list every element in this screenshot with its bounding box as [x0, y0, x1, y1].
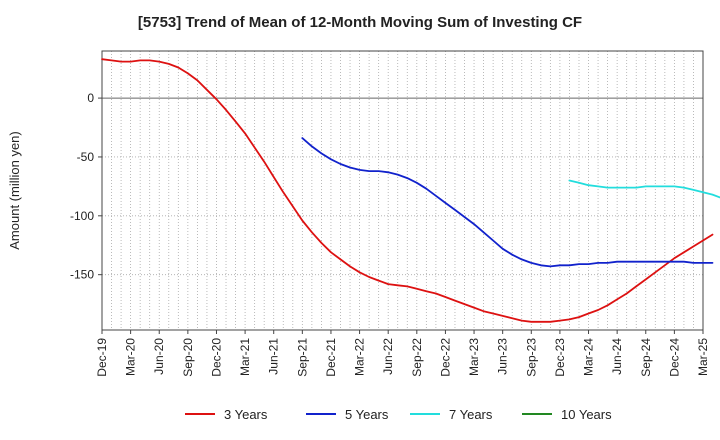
series-line-5-years: [301, 137, 714, 268]
x-tick-label: Mar-23: [467, 338, 481, 376]
legend-label: 7 Years: [449, 407, 493, 422]
x-tick-label: Jun-22: [381, 338, 395, 375]
x-tick-label: Dec-22: [438, 338, 452, 377]
series-line-3-years: [101, 58, 714, 323]
chart-title: [5753] Trend of Mean of 12-Month Moving …: [137, 14, 583, 31]
legend: 3 Years 5 Years 7 Years 10 Years: [185, 407, 612, 422]
x-tick-label: Sep-23: [524, 338, 538, 377]
x-tick-label: Jun-23: [496, 338, 510, 375]
series-layer: [101, 58, 720, 323]
legend-label: 10 Years: [561, 407, 612, 422]
y-axis-label: Amount (million yen): [7, 131, 22, 250]
x-tick-label: Jun-21: [267, 338, 281, 375]
y-tick-label: -50: [77, 150, 95, 164]
grid-layer: [101, 51, 704, 330]
x-tick-label: Dec-23: [553, 338, 567, 377]
x-tick-label: Dec-20: [209, 338, 223, 377]
legend-label: 3 Years: [224, 407, 268, 422]
x-tick-label: Sep-24: [639, 338, 653, 377]
x-tick-label: Dec-19: [95, 338, 109, 377]
y-tick-label: -150: [70, 268, 94, 282]
series-line-7-years: [568, 179, 720, 199]
x-tick-label: Mar-21: [238, 338, 252, 376]
x-tick-label: Dec-24: [667, 338, 681, 377]
x-tick-label: Jun-20: [152, 338, 166, 375]
x-tick-label: Mar-25: [696, 338, 710, 376]
y-tick-label: -100: [70, 209, 94, 223]
x-tick-label: Sep-22: [410, 338, 424, 377]
x-tick-label: Dec-21: [324, 338, 338, 377]
axis-layer: 0 -50 -100 -150 Dec-19 Mar-20 Jun-20 Sep-20 Dec-…: [70, 50, 710, 377]
x-tick-label: Sep-21: [295, 338, 309, 377]
x-tick-label: Jun-24: [610, 338, 624, 375]
y-tick-label: 0: [87, 91, 94, 105]
x-tick-label: Mar-20: [124, 338, 138, 376]
x-tick-label: Mar-24: [582, 338, 596, 376]
legend-label: 5 Years: [345, 407, 389, 422]
plot-frame: [101, 50, 704, 331]
x-tick-label: Mar-22: [353, 338, 367, 376]
x-tick-label: Sep-20: [181, 338, 195, 377]
